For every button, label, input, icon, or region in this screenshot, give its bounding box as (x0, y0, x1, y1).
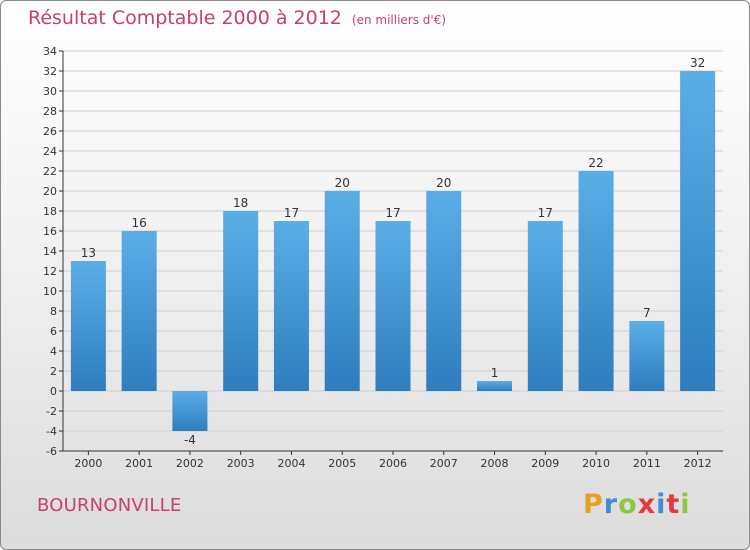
bar (223, 211, 259, 391)
y-tick-label: 20 (43, 185, 57, 198)
x-tick-label: 2005 (328, 457, 356, 470)
y-tick-label: 2 (50, 365, 57, 378)
x-tick-label: 2006 (379, 457, 407, 470)
data-label: -4 (184, 433, 196, 447)
data-label: 17 (385, 206, 400, 220)
x-tick-label: 2010 (582, 457, 610, 470)
chart-title-text: Résultat Comptable 2000 à 2012 (28, 7, 342, 29)
y-tick-label: 6 (50, 325, 57, 338)
bar (477, 381, 513, 391)
bar (680, 71, 716, 391)
bar-chart: -6-4-20246810121416182022242628303234132… (43, 45, 723, 470)
data-label: 17 (284, 206, 299, 220)
y-tick-label: 28 (43, 105, 57, 118)
x-tick-label: 2003 (227, 457, 255, 470)
data-label: 16 (132, 216, 147, 230)
data-label: 18 (233, 196, 248, 210)
x-tick-label: 2007 (430, 457, 458, 470)
y-tick-label: 0 (50, 385, 57, 398)
logo-letter: x (637, 489, 657, 520)
y-tick-label: 18 (43, 205, 57, 218)
commune-name: BOURNONVILLE (37, 495, 182, 516)
logo-letter: P (583, 489, 604, 520)
data-label: 32 (690, 56, 705, 70)
logo-letter: i (680, 489, 691, 520)
bar (527, 221, 563, 391)
x-tick-label: 2004 (277, 457, 305, 470)
y-tick-label: 30 (43, 85, 57, 98)
logo-letter: r (603, 489, 619, 520)
data-label: 7 (643, 306, 651, 320)
x-tick-label: 2011 (633, 457, 661, 470)
data-label: 20 (335, 176, 350, 190)
data-label: 17 (538, 206, 553, 220)
bar (324, 191, 360, 391)
y-tick-label: 24 (43, 145, 57, 158)
x-tick-label: 2000 (74, 457, 102, 470)
y-tick-label: 26 (43, 125, 57, 138)
logo-letter: i (656, 489, 667, 520)
x-tick-label: 2012 (684, 457, 712, 470)
y-tick-label: -2 (46, 405, 57, 418)
logo-letter: t (666, 489, 681, 520)
bar (578, 171, 614, 391)
x-tick-label: 2001 (125, 457, 153, 470)
data-label: 1 (491, 366, 499, 380)
y-tick-label: 16 (43, 225, 57, 238)
data-label: 20 (436, 176, 451, 190)
y-tick-label: 14 (43, 245, 57, 258)
bar (121, 231, 157, 391)
chart-title: Résultat Comptable 2000 à 2012 (en millie… (28, 7, 446, 29)
y-tick-label: 4 (50, 345, 57, 358)
logo-letter: o (618, 489, 638, 520)
y-tick-label: 12 (43, 265, 57, 278)
x-tick-label: 2009 (531, 457, 559, 470)
bar (70, 261, 106, 391)
chart-unit-note: (en milliers d'€) (351, 13, 447, 27)
proxiti-logo: Proxiti (583, 489, 691, 520)
y-tick-label: 34 (43, 45, 57, 58)
y-tick-label: -6 (46, 445, 57, 458)
data-label: 13 (81, 246, 96, 260)
y-tick-label: 10 (43, 285, 57, 298)
bar (273, 221, 309, 391)
y-tick-label: -4 (46, 425, 57, 438)
y-tick-label: 8 (50, 305, 57, 318)
x-tick-label: 2008 (481, 457, 509, 470)
x-tick-label: 2002 (176, 457, 204, 470)
bar (172, 391, 208, 431)
y-tick-label: 22 (43, 165, 57, 178)
bar (629, 321, 665, 391)
bar (426, 191, 462, 391)
y-tick-label: 32 (43, 65, 57, 78)
data-label: 22 (588, 156, 603, 170)
bar (375, 221, 411, 391)
